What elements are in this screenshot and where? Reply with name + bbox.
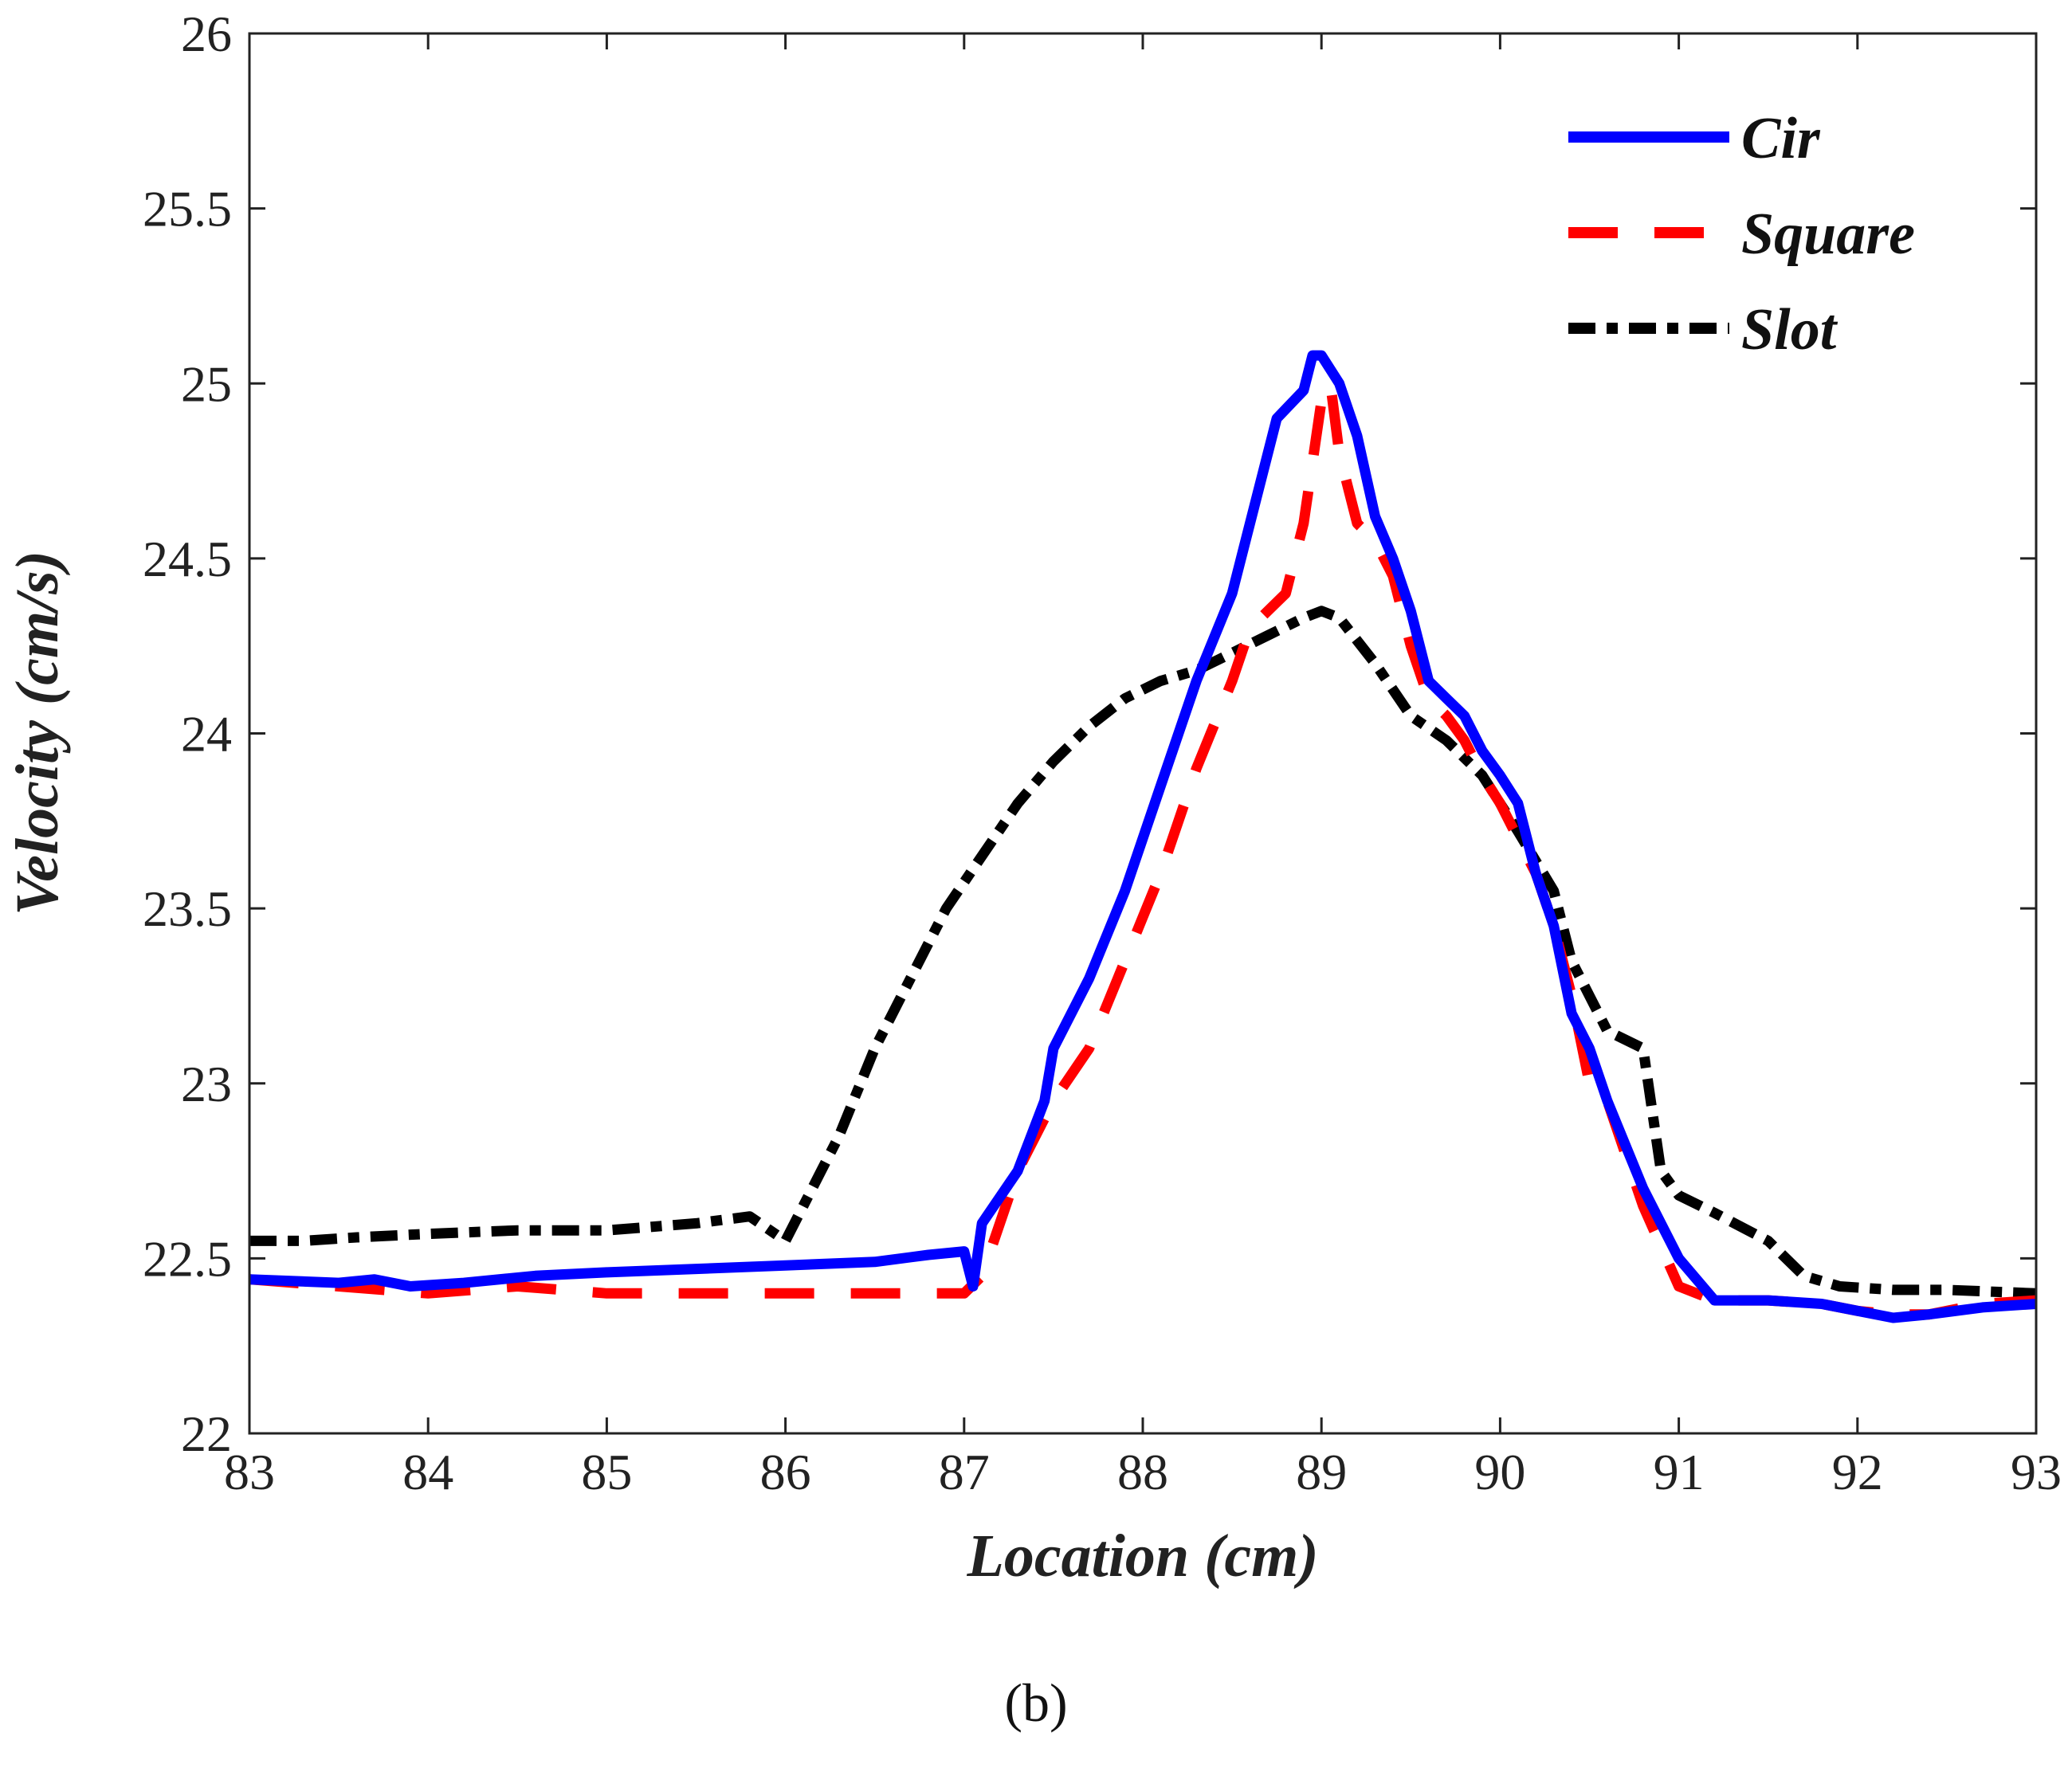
x-tick-label: 85 [581, 1444, 632, 1500]
x-tick-label: 83 [224, 1444, 275, 1500]
x-tick-labels: 83 84 85 86 87 88 89 90 91 92 93 [224, 1444, 2062, 1500]
x-tick-label: 93 [2011, 1444, 2062, 1500]
x-tick-label: 89 [1296, 1444, 1347, 1500]
x-tick-label: 84 [402, 1444, 453, 1500]
y-axis-title: Velocity (cm/s) [4, 551, 71, 915]
x-tick-label: 86 [760, 1444, 811, 1500]
series-line-slot [249, 606, 2037, 1299]
x-tick-label: 90 [1474, 1444, 1525, 1500]
y-tick-label: 25.5 [143, 181, 232, 237]
axis-ticks [248, 32, 2038, 1435]
x-tick-label: 91 [1654, 1444, 1705, 1500]
x-tick-label: 87 [939, 1444, 990, 1500]
legend-label-slot: Slot [1741, 297, 1839, 363]
legend-label-cir: Cir [1741, 106, 1821, 171]
y-tick-label: 23.5 [143, 880, 232, 937]
y-tick-labels: 22 22.5 23 23.5 24 24.5 25 25.5 26 [143, 6, 232, 1462]
figure-caption: (b) [1004, 1672, 1067, 1733]
x-tick-label: 88 [1117, 1444, 1168, 1500]
y-tick-label: 23 [181, 1056, 232, 1112]
legend: Cir Square Slot [1568, 106, 1915, 363]
series-line-square [249, 378, 2037, 1320]
series-lines [249, 350, 2037, 1323]
y-tick-label: 25 [181, 355, 232, 412]
x-axis-title: Location (cm) [966, 1523, 1318, 1590]
series-line-cir [249, 350, 2037, 1323]
y-tick-label: 24.5 [143, 531, 232, 587]
y-tick-label: 22 [181, 1405, 232, 1462]
legend-label-square: Square [1741, 202, 1915, 267]
y-tick-label: 26 [181, 6, 232, 62]
y-tick-label: 24 [181, 706, 232, 762]
y-tick-label: 22.5 [143, 1230, 232, 1287]
x-tick-label: 92 [1832, 1444, 1883, 1500]
